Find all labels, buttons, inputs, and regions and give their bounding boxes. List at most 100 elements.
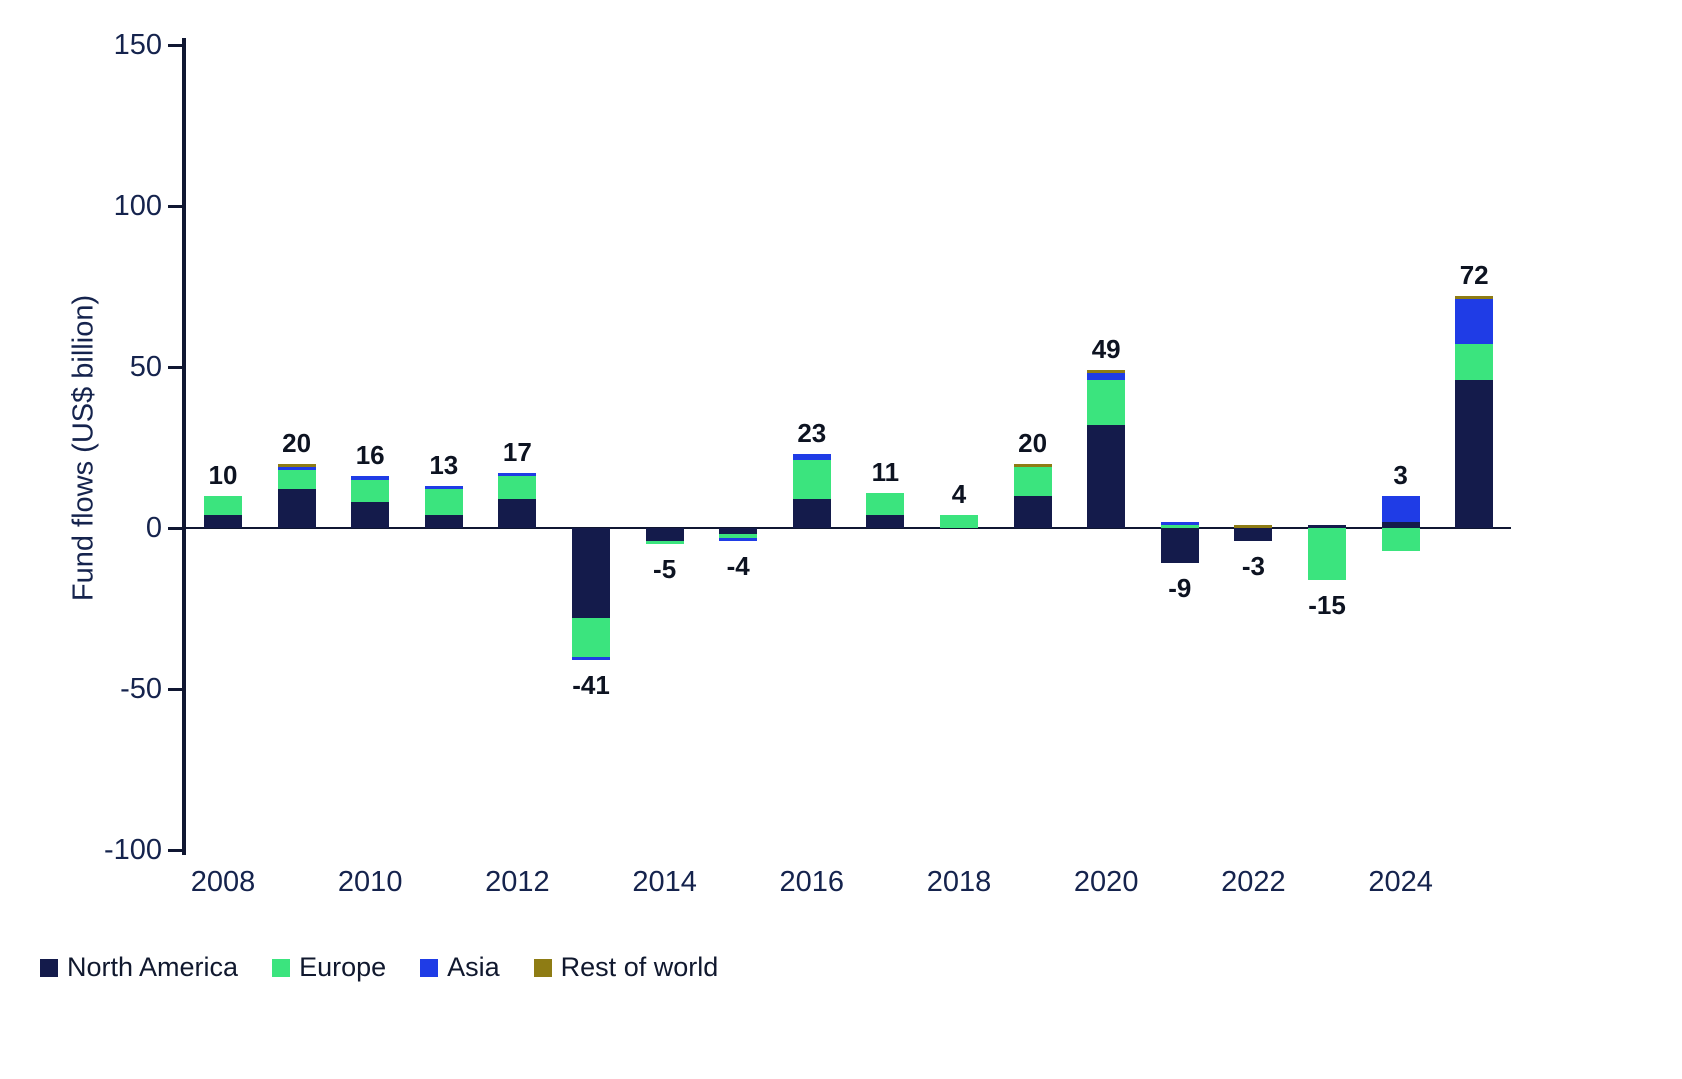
y-tick-label: 100 bbox=[113, 190, 162, 222]
bar-total-label: 17 bbox=[502, 437, 532, 468]
bar-segment-north-america bbox=[424, 515, 463, 528]
bar-segment-north-america bbox=[1381, 521, 1420, 528]
legend-label: Asia bbox=[447, 952, 500, 982]
bar-segment-north-america bbox=[719, 528, 758, 535]
bar-segment-europe bbox=[1013, 466, 1052, 496]
bar-segment-north-america bbox=[1013, 495, 1052, 528]
bar-segment-north-america bbox=[498, 499, 537, 528]
x-tick-label: 2016 bbox=[779, 866, 845, 898]
bar-segment-europe bbox=[1455, 344, 1494, 380]
bar-segment-europe bbox=[498, 476, 537, 499]
bar-total-label: -9 bbox=[1168, 573, 1192, 604]
bar-total-label: -41 bbox=[572, 670, 610, 701]
bar-segment-europe bbox=[719, 534, 758, 538]
bar-segment-europe bbox=[424, 489, 463, 516]
y-axis-title: Fund flows (US$ billion) bbox=[67, 294, 100, 602]
bar-segment-asia bbox=[1087, 373, 1126, 380]
legend-marker bbox=[40, 958, 58, 977]
bar-total-label: 10 bbox=[208, 459, 238, 490]
bar-segment-europe bbox=[1087, 379, 1126, 425]
bar-segment-north-america bbox=[277, 489, 316, 528]
bar-segment-asia bbox=[719, 537, 758, 541]
x-tick-label: 2024 bbox=[1368, 866, 1433, 898]
legend-item-asia: Asia bbox=[420, 952, 500, 983]
bar-segment-europe bbox=[1160, 524, 1199, 528]
bar-segment-europe bbox=[866, 492, 905, 516]
bar-segment-north-america bbox=[792, 499, 831, 528]
y-tick-label: 0 bbox=[145, 512, 162, 544]
x-tick-label: 2014 bbox=[632, 866, 697, 898]
bar-total-label: 23 bbox=[797, 417, 827, 448]
bar-total-label: 16 bbox=[355, 440, 385, 471]
x-axis-zero-line bbox=[186, 527, 1511, 529]
legend-marker bbox=[272, 958, 291, 977]
bar-segment-rest-of-world bbox=[1455, 296, 1494, 300]
bar-segment-north-america bbox=[204, 515, 242, 528]
bar-segment-north-america bbox=[1455, 379, 1494, 528]
x-tick-label: 2010 bbox=[337, 866, 403, 898]
y-tick-mark bbox=[168, 43, 182, 47]
plot-area: 10 20 16 13 17 -41 -5 -4 23 11 4 20 49 -9 -3 -15 3 72 bbox=[186, 45, 1511, 850]
bar-segment-north-america bbox=[1308, 524, 1346, 528]
bar-segment-rest-of-world bbox=[1234, 524, 1273, 528]
x-tick-label: 2018 bbox=[926, 866, 992, 898]
legend-item-north-america: North America bbox=[40, 952, 238, 983]
bar-total-label: 11 bbox=[871, 456, 900, 487]
bar-segment-asia bbox=[572, 656, 610, 661]
bar-segment-rest-of-world bbox=[1013, 463, 1052, 467]
bar-segment-asia bbox=[1455, 299, 1494, 345]
x-tick-label: 2020 bbox=[1073, 866, 1139, 898]
y-tick-mark bbox=[168, 204, 182, 208]
y-tick-mark bbox=[168, 848, 182, 852]
y-tick-mark bbox=[168, 365, 182, 369]
bar-segment-asia bbox=[498, 473, 537, 477]
bar-segment-north-america bbox=[1234, 528, 1273, 541]
bar-segment-north-america bbox=[572, 528, 610, 619]
bar-segment-europe bbox=[572, 618, 610, 657]
bar-total-label: 20 bbox=[1018, 427, 1048, 458]
bar-segment-asia bbox=[351, 476, 390, 480]
x-tick-label: 2008 bbox=[190, 866, 256, 898]
bar-segment-north-america bbox=[1087, 424, 1126, 528]
bar-segment-north-america bbox=[866, 515, 905, 528]
bar-total-label: -3 bbox=[1241, 550, 1265, 581]
bar-segment-asia bbox=[424, 486, 463, 490]
legend: North America Europe Asia Rest of world bbox=[40, 952, 752, 983]
bar-total-label: -4 bbox=[726, 550, 750, 581]
x-tick-label: 2012 bbox=[485, 866, 550, 898]
bar-segment-europe bbox=[792, 460, 831, 499]
bar-total-label: -5 bbox=[653, 554, 677, 585]
y-tick-mark bbox=[168, 687, 182, 691]
bar-segment-north-america bbox=[645, 528, 684, 541]
bar-segment-north-america bbox=[1160, 528, 1199, 564]
bar-segment-europe bbox=[940, 515, 978, 528]
bar-segment-europe bbox=[645, 540, 684, 545]
bar-segment-europe bbox=[204, 495, 242, 516]
bar-segment-europe bbox=[277, 470, 316, 490]
legend-marker bbox=[420, 958, 439, 977]
bar-segment-asia bbox=[1160, 521, 1199, 525]
legend-item-europe: Europe bbox=[272, 952, 386, 983]
bar-segment-asia bbox=[792, 453, 831, 461]
bar-total-label: 72 bbox=[1459, 260, 1489, 291]
bar-segment-asia bbox=[277, 466, 316, 471]
bar-total-label: 4 bbox=[951, 479, 967, 510]
legend-label: Europe bbox=[299, 952, 387, 982]
bar-total-label: -15 bbox=[1308, 589, 1346, 620]
bar-segment-rest-of-world bbox=[277, 463, 316, 467]
y-tick-label: 150 bbox=[113, 29, 162, 61]
y-tick-label: 50 bbox=[129, 351, 162, 383]
bar-segment-rest-of-world bbox=[1087, 370, 1126, 374]
y-tick-mark bbox=[168, 526, 182, 530]
bar-segment-north-america bbox=[351, 502, 390, 528]
bar-total-label: 49 bbox=[1091, 334, 1121, 365]
legend-label: Rest of world bbox=[560, 952, 719, 982]
bar-segment-europe bbox=[1308, 528, 1346, 580]
legend-label: North America bbox=[67, 952, 239, 982]
bar-total-label: 13 bbox=[429, 450, 459, 481]
bar-segment-europe bbox=[351, 479, 390, 503]
y-axis-line bbox=[182, 38, 186, 855]
bar-segment-europe bbox=[1381, 528, 1420, 551]
x-tick-label: 2022 bbox=[1221, 866, 1286, 898]
